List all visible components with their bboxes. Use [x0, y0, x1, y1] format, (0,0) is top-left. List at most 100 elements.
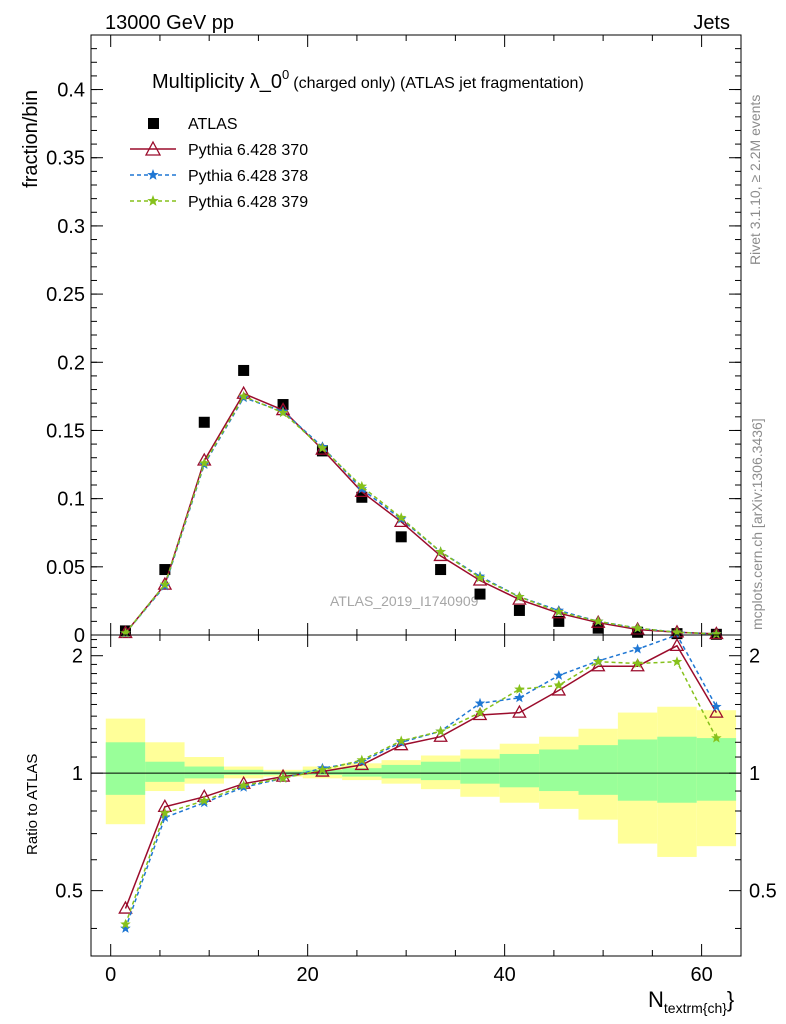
band-green [145, 761, 185, 782]
data-point [472, 572, 488, 586]
ratio-point [317, 764, 328, 775]
ratio-point [669, 638, 685, 652]
watermark: ATLAS_2019_I1740909 [330, 593, 479, 609]
main-ytick-label: 0.1 [57, 489, 85, 511]
ratio-series-line [124, 660, 718, 925]
ratio-point [120, 918, 131, 929]
ratio-point [275, 768, 291, 782]
data-point [514, 591, 525, 602]
ratio-point [553, 679, 564, 690]
legend-marker-370 [144, 140, 162, 156]
main-ytick-label: 0.35 [46, 148, 85, 170]
ratio-point [514, 683, 525, 694]
band-green [342, 768, 382, 777]
ratio-data [118, 634, 724, 933]
ratio-point [472, 707, 488, 721]
band-green [105, 742, 146, 795]
ratio-point [159, 812, 171, 822]
legend-marker-atlas [148, 118, 159, 129]
ratio-xtick-label: 40 [494, 964, 516, 986]
data-point [551, 605, 567, 619]
ratio-ytick-label: 0.5 [55, 881, 83, 903]
band-green [578, 745, 618, 795]
data-point [671, 626, 683, 637]
header-left: 13000 GeV pp [105, 12, 234, 34]
ratio-ytick-label-right: 2 [749, 646, 760, 668]
data-point [474, 588, 486, 600]
mcplots-label: mcplots.cern.ch [arXiv:1306.3436] [749, 418, 765, 630]
band-green [184, 766, 224, 779]
ratio-series-line [124, 644, 718, 909]
ratio-point [159, 807, 171, 818]
ratio-point [120, 923, 131, 933]
ratio-point [632, 658, 643, 668]
data-point [277, 407, 289, 418]
x-axis-label: Ntextrm{ch}} [648, 987, 734, 1016]
ratio-point [238, 780, 249, 790]
legend: ATLAS Pythia 6.428 370 Pythia 6.428 378 … [130, 116, 308, 211]
legend-marker-378 [147, 169, 159, 180]
ratio-ytick-label-right: 0.5 [749, 881, 777, 903]
main-ytick-label: 0.2 [57, 352, 85, 374]
ratio-point [711, 732, 722, 743]
data-point [711, 628, 722, 639]
data-point [395, 531, 407, 543]
data-point [632, 626, 644, 638]
data-point [593, 615, 604, 626]
data-point [592, 622, 604, 634]
data-point [474, 572, 486, 583]
ratio-point [474, 707, 486, 717]
ratio-point [433, 728, 448, 742]
legend-label-378: Pythia 6.428 378 [188, 168, 308, 185]
band-green [381, 764, 421, 779]
main-ytick-label: 0 [74, 625, 85, 647]
ratio-point [474, 697, 486, 708]
rivet-label: Rivet 3.1.10, ≥ 2.2M events [747, 95, 763, 265]
data-point [553, 606, 564, 617]
band-green [696, 738, 737, 801]
data-point [435, 564, 447, 576]
main-axes: 0 0.05 0.1 0.15 0.2 0.25 0.3 0.35 0.4 [46, 35, 741, 647]
data-point [356, 480, 368, 491]
ratio-point [393, 737, 409, 751]
ratio-point [632, 643, 643, 654]
ratio-point [709, 704, 724, 718]
ratio-axes: 0.5 0.51 12 20 20 40 60 [55, 635, 777, 986]
main-ytick-label: 0.4 [57, 80, 85, 102]
ratio-point [356, 754, 368, 765]
series-3 [120, 390, 722, 639]
ratio-bands [91, 706, 741, 857]
ratio-xtick-label: 20 [297, 964, 319, 986]
main-ytick-label: 0.05 [46, 557, 85, 579]
ratio-frame [90, 634, 742, 957]
legend-label-atlas: ATLAS [188, 116, 238, 133]
data-point [159, 564, 171, 576]
data-point [632, 622, 643, 633]
main-ytick-label: 0.25 [46, 284, 85, 306]
ratio-point [514, 692, 525, 703]
ratio-point [711, 701, 722, 712]
band-green [302, 769, 343, 775]
data-point [159, 579, 171, 589]
data-point [356, 491, 368, 503]
data-point [315, 441, 330, 455]
ratio-point [435, 725, 446, 736]
data-point [396, 512, 407, 523]
band-green [460, 758, 500, 784]
ratio-point [593, 656, 604, 667]
data-point [238, 390, 249, 401]
ratio-panel: 0.5 0.51 12 20 20 40 60 Ratio to ATLAS [24, 634, 777, 986]
ratio-point [354, 757, 370, 771]
ratio-series-2 [120, 656, 722, 929]
data-point [316, 445, 328, 457]
ratio-xtick-label: 0 [105, 964, 116, 986]
main-data [118, 364, 724, 640]
data-point [513, 604, 525, 616]
ratio-ylabel: Ratio to ATLAS [24, 754, 41, 855]
ratio-xtick-label: 60 [690, 964, 712, 986]
ratio-ytick-label: 2 [72, 646, 83, 668]
data-point [238, 364, 250, 376]
ratio-point [396, 735, 407, 746]
main-title: Multiplicity λ_00(charged only) (ATLAS j… [152, 67, 584, 93]
ratio-ytick-label: 1 [72, 763, 83, 785]
